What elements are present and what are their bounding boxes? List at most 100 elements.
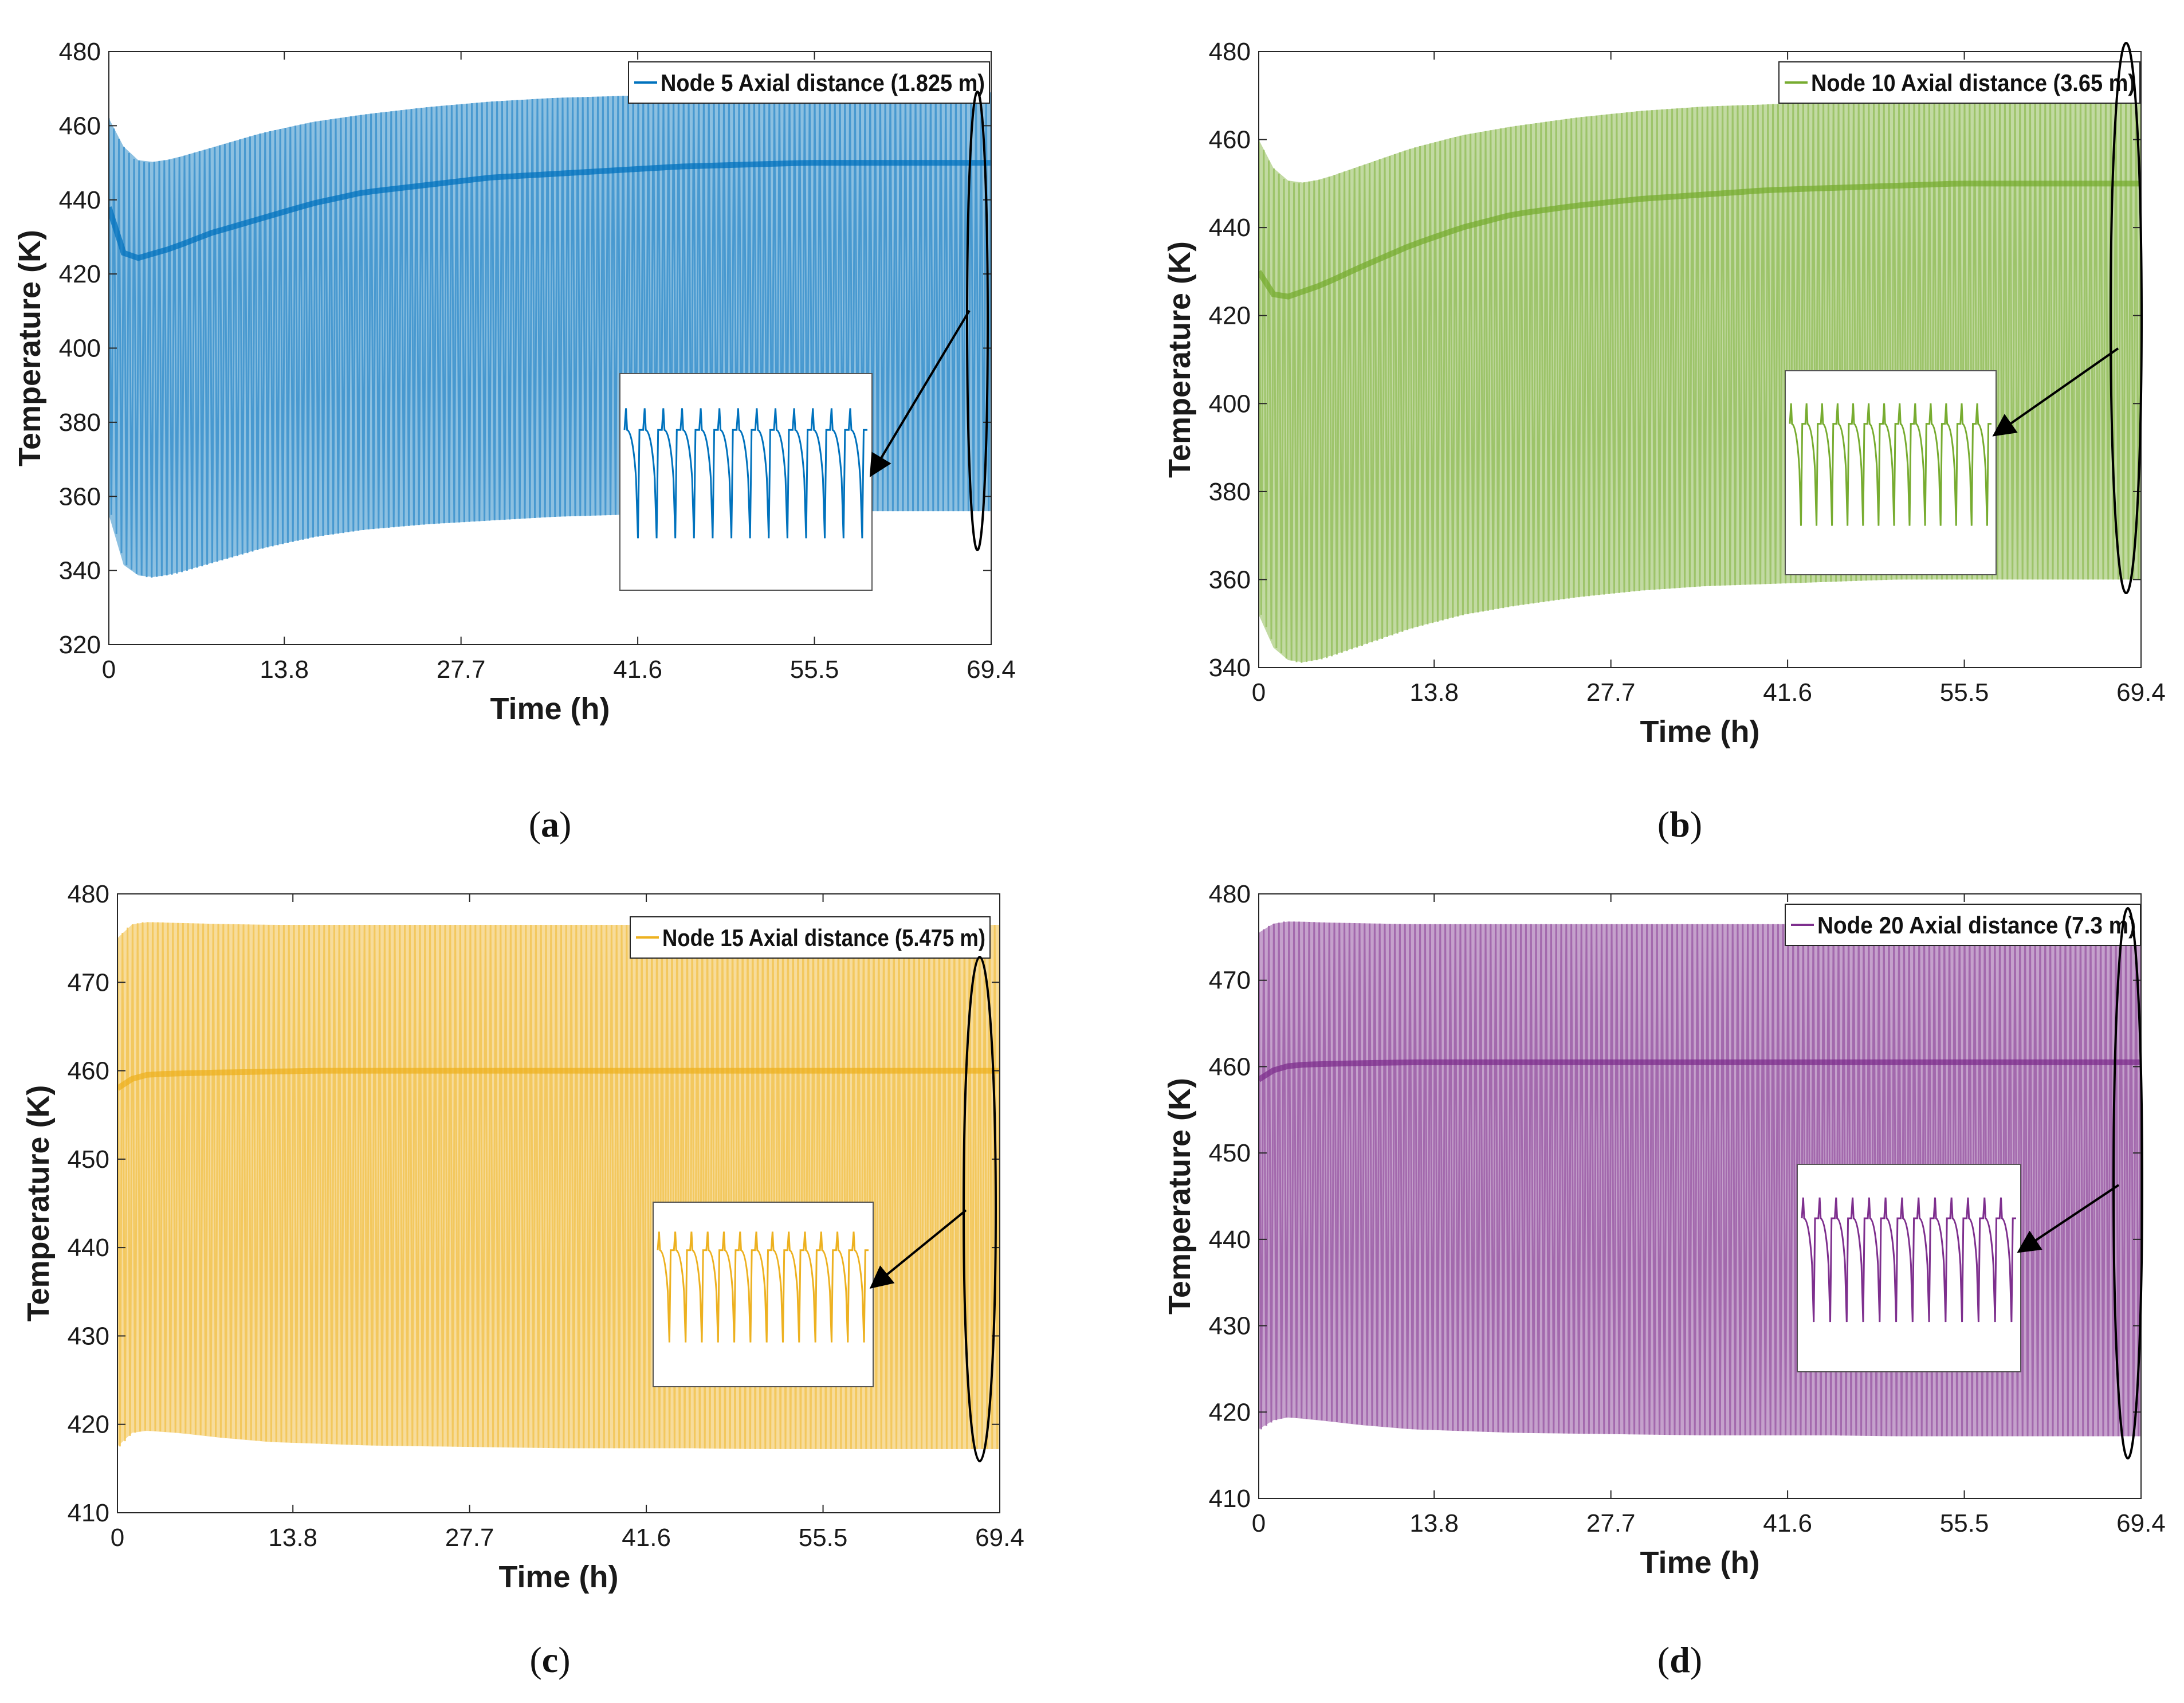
panel-label-open: ( bbox=[1657, 804, 1670, 845]
legend: Node 5 Axial distance (1.825 m) bbox=[628, 61, 990, 104]
y-tick-label: 400 bbox=[59, 335, 101, 363]
series-dense-band-c bbox=[117, 1068, 1000, 1091]
panel-label-letter: c bbox=[542, 1639, 558, 1680]
y-axis-title: Temperature (K) bbox=[1162, 1078, 1197, 1314]
panel-label-letter: a bbox=[541, 804, 559, 845]
x-axis-title: Time (h) bbox=[498, 1560, 618, 1594]
chart-panel-b: 0 13.8 27.7 41.6 55.5 69.4 340 360 380 400 420 440 4… bbox=[1162, 38, 2166, 845]
series-line-node-b bbox=[1259, 100, 2141, 663]
x-tick-label: 13.8 bbox=[1409, 1509, 1459, 1537]
x-tick-label: 13.8 bbox=[260, 656, 309, 684]
legend-label: Node 5 Axial distance (1.825 m) bbox=[661, 69, 985, 96]
x-tick-label: 27.7 bbox=[437, 656, 486, 684]
legend: Node 15 Axial distance (5.475 m) bbox=[630, 916, 991, 959]
x-tick-label: 0 bbox=[111, 1524, 124, 1552]
zoom-inset bbox=[1785, 370, 1997, 575]
chart-panel-d: 0 13.8 27.7 41.6 55.5 69.4 410 420 430 440 450 460 4… bbox=[1162, 880, 2166, 1680]
legend-box bbox=[630, 916, 991, 959]
zoom-inset bbox=[619, 373, 873, 591]
inset-box bbox=[619, 373, 873, 591]
legend-box bbox=[628, 61, 990, 104]
y-tick-label: 470 bbox=[1209, 967, 1251, 995]
x-tick-label: 13.8 bbox=[1409, 678, 1459, 707]
zoom-arrow bbox=[2017, 1184, 2120, 1253]
legend-box bbox=[1785, 904, 2141, 946]
inset-series-line bbox=[657, 1231, 869, 1343]
x-tick-label: 27.7 bbox=[1586, 678, 1636, 707]
zoom-ellipse bbox=[966, 91, 989, 551]
y-tick-label: 380 bbox=[1209, 478, 1251, 506]
zoom-inset bbox=[653, 1202, 874, 1387]
inset-box bbox=[1797, 1164, 2021, 1372]
zoom-arrow bbox=[869, 1209, 967, 1289]
series-line-node-a bbox=[109, 92, 991, 578]
zoom-ellipse bbox=[963, 956, 997, 1462]
y-tick-label: 480 bbox=[1209, 38, 1251, 66]
y-tick-label: 360 bbox=[59, 482, 101, 511]
y-tick-label: 440 bbox=[59, 186, 101, 214]
legend-label: Node 15 Axial distance (5.475 m) bbox=[662, 924, 985, 951]
x-axis-title: Time (h) bbox=[1640, 1545, 1759, 1580]
y-tick-label: 420 bbox=[68, 1411, 109, 1439]
panel-label-open: ( bbox=[529, 804, 541, 845]
y-tick-label: 400 bbox=[1209, 390, 1251, 418]
zoom-ellipse bbox=[2110, 42, 2143, 594]
y-tick-label: 410 bbox=[68, 1499, 109, 1527]
y-tick-label: 420 bbox=[1209, 1398, 1251, 1426]
zoom-ellipse bbox=[2112, 907, 2143, 1459]
panel-label-close: ) bbox=[559, 804, 571, 845]
y-axis-title: Temperature (K) bbox=[13, 230, 47, 466]
y-tick-label: 480 bbox=[68, 880, 109, 908]
panel-label-letter: b bbox=[1670, 804, 1690, 845]
y-tick-label: 440 bbox=[1209, 214, 1251, 242]
y-tick-label: 320 bbox=[59, 631, 101, 659]
panel-label-a: (a) bbox=[529, 804, 572, 845]
x-tick-label: 55.5 bbox=[1940, 678, 1989, 707]
zoom-arrow bbox=[1992, 347, 2119, 437]
legend: Node 10 Axial distance (3.65 m) bbox=[1778, 61, 2140, 104]
panel-label-open: ( bbox=[1657, 1639, 1670, 1680]
panel-label-letter: d bbox=[1670, 1639, 1690, 1680]
chart-panel-c: 0 13.8 27.7 41.6 55.5 69.4 410 420 430 440 450 460 4… bbox=[21, 880, 1024, 1680]
x-tick-label: 0 bbox=[102, 656, 116, 684]
x-tick-label: 41.6 bbox=[1763, 678, 1812, 707]
series-dense-band-d bbox=[1259, 1059, 2141, 1082]
y-tick-label: 480 bbox=[1209, 880, 1251, 908]
y-tick-label: 340 bbox=[1209, 654, 1251, 682]
zoom-arrow bbox=[869, 309, 971, 477]
x-tick-label: 41.6 bbox=[622, 1524, 671, 1552]
panel-label-b: (b) bbox=[1657, 804, 1702, 845]
axes-box bbox=[117, 893, 1000, 1513]
y-tick-label: 360 bbox=[1209, 566, 1251, 594]
legend-label: Node 10 Axial distance (3.65 m) bbox=[1811, 69, 2135, 96]
y-tick-label: 460 bbox=[1209, 126, 1251, 154]
panel-label-close: ) bbox=[1690, 1639, 1702, 1680]
x-tick-label: 69.4 bbox=[975, 1524, 1024, 1552]
y-tick-label: 460 bbox=[1209, 1053, 1251, 1081]
legend-label: Node 20 Axial distance (7.3 m) bbox=[1817, 912, 2136, 939]
x-tick-label: 0 bbox=[1252, 678, 1266, 707]
x-tick-label: 69.4 bbox=[967, 656, 1016, 684]
series-line-node-c bbox=[117, 922, 1000, 1449]
y-axis-title: Temperature (K) bbox=[1162, 241, 1197, 478]
y-tick-label: 420 bbox=[59, 260, 101, 288]
legend-box bbox=[1778, 61, 2140, 104]
x-axis-title: Time (h) bbox=[1640, 715, 1759, 749]
x-tick-label: 55.5 bbox=[790, 656, 839, 684]
legend: Node 20 Axial distance (7.3 m) bbox=[1785, 904, 2141, 946]
x-tick-label: 55.5 bbox=[1940, 1509, 1989, 1537]
series-dense-band-b bbox=[1259, 180, 2141, 300]
y-tick-label: 460 bbox=[68, 1057, 109, 1085]
y-tick-label: 450 bbox=[1209, 1139, 1251, 1167]
x-tick-label: 0 bbox=[1252, 1509, 1266, 1537]
y-axis-title: Temperature (K) bbox=[21, 1085, 56, 1321]
x-tick-label: 55.5 bbox=[799, 1524, 848, 1552]
x-tick-label: 27.7 bbox=[1586, 1509, 1636, 1537]
chart-panel-a: 0 13.8 27.7 41.6 55.5 69.4 320 340 360 380 400 420 4… bbox=[13, 38, 1016, 845]
x-tick-label: 41.6 bbox=[1763, 1509, 1812, 1537]
series-dense-band-a bbox=[109, 160, 991, 261]
y-tick-label: 450 bbox=[68, 1145, 109, 1174]
inset-series-line bbox=[1801, 1197, 2016, 1323]
y-tick-label: 480 bbox=[59, 38, 101, 66]
